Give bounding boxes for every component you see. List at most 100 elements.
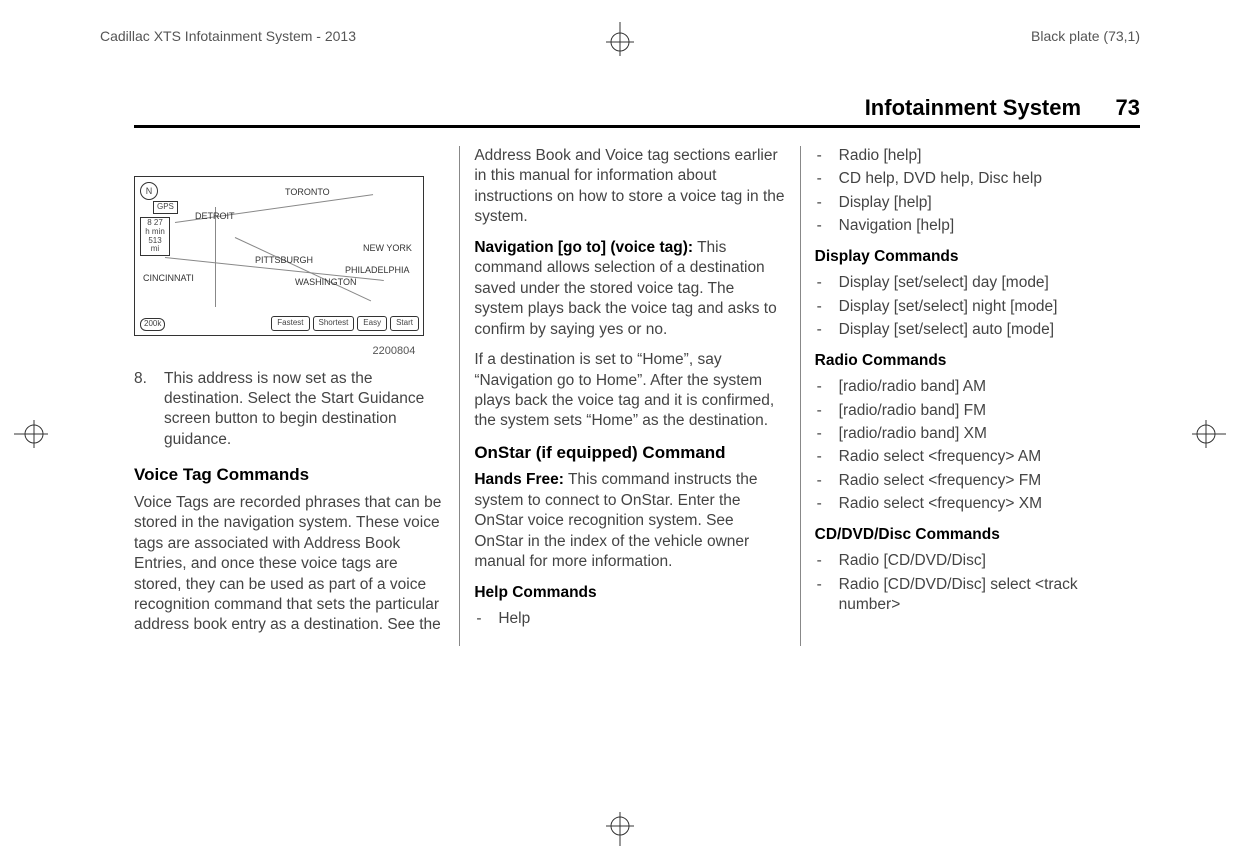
- list-item: -[radio/radio band] FM: [815, 401, 1126, 421]
- map-city-label: NEW YORK: [363, 243, 412, 255]
- dash-bullet: -: [815, 146, 839, 166]
- crop-mark-right: [1186, 414, 1226, 454]
- compass-icon: N: [140, 182, 158, 200]
- step-item: 8. This address is now set as the destin…: [134, 369, 445, 451]
- heading-voice-tag: Voice Tag Commands: [134, 464, 445, 486]
- map-scale: 200k: [140, 318, 165, 331]
- column-1: N GPS 8 27 h min 513 mi TORONTO DETROIT …: [134, 146, 459, 646]
- list-text: [radio/radio band] FM: [839, 401, 1126, 421]
- dash-bullet: -: [815, 273, 839, 293]
- hands-free-block: Hands Free: This command instructs the s…: [474, 470, 785, 572]
- list-text: CD help, DVD help, Disc help: [839, 169, 1126, 189]
- list-item: -CD help, DVD help, Disc help: [815, 169, 1126, 189]
- heading-cd-commands: CD/DVD/Disc Commands: [815, 525, 1126, 545]
- map-city-label: DETROIT: [195, 211, 235, 223]
- print-header: Cadillac XTS Infotainment System - 2013 …: [100, 28, 1140, 44]
- list-text: [radio/radio band] AM: [839, 377, 1126, 397]
- heading-radio-commands: Radio Commands: [815, 351, 1126, 371]
- crop-mark-left: [14, 414, 54, 454]
- list-item: -Display [set/select] night [mode]: [815, 297, 1126, 317]
- dash-bullet: -: [815, 320, 839, 340]
- map-buttons: Fastest Shortest Easy Start: [271, 316, 419, 331]
- dash-bullet: -: [815, 447, 839, 467]
- crop-mark-bottom: [600, 806, 640, 846]
- nav-command-block: Navigation [go to] (voice tag): This com…: [474, 238, 785, 340]
- help-list: -Radio [help]-CD help, DVD help, Disc he…: [815, 146, 1126, 237]
- map-trip-info: 8 27 h min 513 mi: [140, 217, 170, 256]
- section-header: Infotainment System 73: [134, 95, 1140, 128]
- heading-display-commands: Display Commands: [815, 247, 1126, 267]
- hands-free-label: Hands Free:: [474, 471, 564, 488]
- figure-caption: 2200804: [134, 344, 445, 359]
- section-title: Infotainment System: [865, 95, 1081, 120]
- list-item: -Radio [CD/DVD/Disc] select <track numbe…: [815, 575, 1126, 616]
- doc-title: Cadillac XTS Infotainment System - 2013: [100, 28, 356, 44]
- list-item: -[radio/radio band] AM: [815, 377, 1126, 397]
- list-item: -Display [set/select] day [mode]: [815, 273, 1126, 293]
- column-3: -Radio [help]-CD help, DVD help, Disc he…: [800, 146, 1140, 646]
- list-text: Radio select <frequency> XM: [839, 494, 1126, 514]
- list-text: Display [set/select] night [mode]: [839, 297, 1126, 317]
- cd-list: -Radio [CD/DVD/Disc]-Radio [CD/DVD/Disc]…: [815, 551, 1126, 615]
- dash-bullet: -: [815, 494, 839, 514]
- list-text: Radio select <frequency> FM: [839, 471, 1126, 491]
- list-item: -[radio/radio band] XM: [815, 424, 1126, 444]
- map-btn-fastest: Fastest: [271, 316, 309, 331]
- list-item: - Help: [474, 609, 785, 629]
- list-text: Radio select <frequency> AM: [839, 447, 1126, 467]
- body-text: If a destination is set to “Home”, say “…: [474, 350, 785, 432]
- list-item: -Radio [CD/DVD/Disc]: [815, 551, 1126, 571]
- dash-bullet: -: [815, 401, 839, 421]
- map-city-label: PITTSBURGH: [255, 255, 313, 267]
- list-item: -Navigation [help]: [815, 216, 1126, 236]
- list-text: Display [help]: [839, 193, 1126, 213]
- page-content: Infotainment System 73 N GPS 8 27 h min …: [134, 95, 1140, 808]
- list-text: Radio [CD/DVD/Disc]: [839, 551, 1126, 571]
- list-item: -Radio select <frequency> FM: [815, 471, 1126, 491]
- gps-badge: GPS: [153, 201, 178, 214]
- list-text: Radio [CD/DVD/Disc] select <track number…: [839, 575, 1126, 616]
- map-city-label: CINCINNATI: [143, 273, 194, 285]
- list-text: Display [set/select] auto [mode]: [839, 320, 1126, 340]
- column-2: Address Book and Voice tag sections earl…: [459, 146, 799, 646]
- list-text: Help: [498, 609, 785, 629]
- map-btn-easy: Easy: [357, 316, 387, 331]
- display-list: -Display [set/select] day [mode]-Display…: [815, 273, 1126, 340]
- dash-bullet: -: [815, 297, 839, 317]
- map-city-label: WASHINGTON: [295, 277, 357, 289]
- map-info-line: mi: [142, 245, 168, 254]
- nav-heading: Navigation [go to] (voice tag):: [474, 239, 693, 256]
- heading-help-commands: Help Commands: [474, 583, 785, 603]
- body-text: Address Book and Voice tag sections earl…: [474, 146, 785, 228]
- step-text: This address is now set as the destinati…: [164, 369, 445, 451]
- list-item: -Display [set/select] auto [mode]: [815, 320, 1126, 340]
- list-item: -Radio select <frequency> XM: [815, 494, 1126, 514]
- list-item: -Display [help]: [815, 193, 1126, 213]
- radio-list: -[radio/radio band] AM-[radio/radio band…: [815, 377, 1126, 515]
- list-text: Radio [help]: [839, 146, 1126, 166]
- columns: N GPS 8 27 h min 513 mi TORONTO DETROIT …: [134, 146, 1140, 646]
- body-text: Voice Tags are recorded phrases that can…: [134, 493, 445, 636]
- step-number: 8.: [134, 369, 164, 451]
- plate-info: Black plate (73,1): [1031, 28, 1140, 44]
- map-figure: N GPS 8 27 h min 513 mi TORONTO DETROIT …: [134, 176, 424, 336]
- map-btn-shortest: Shortest: [313, 316, 355, 331]
- heading-onstar: OnStar (if equipped) Command: [474, 442, 785, 464]
- list-item: -Radio select <frequency> AM: [815, 447, 1126, 467]
- dash-bullet: -: [815, 377, 839, 397]
- map-btn-start: Start: [390, 316, 419, 331]
- list-text: [radio/radio band] XM: [839, 424, 1126, 444]
- list-text: Navigation [help]: [839, 216, 1126, 236]
- dash-bullet: -: [815, 169, 839, 189]
- dash-bullet: -: [815, 216, 839, 236]
- dash-bullet: -: [815, 471, 839, 491]
- page-number: 73: [1116, 95, 1140, 120]
- dash-bullet: -: [815, 193, 839, 213]
- dash-bullet: -: [474, 609, 498, 629]
- dash-bullet: -: [815, 575, 839, 616]
- dash-bullet: -: [815, 424, 839, 444]
- list-item: -Radio [help]: [815, 146, 1126, 166]
- map-city-label: TORONTO: [285, 187, 330, 199]
- list-text: Display [set/select] day [mode]: [839, 273, 1126, 293]
- dash-bullet: -: [815, 551, 839, 571]
